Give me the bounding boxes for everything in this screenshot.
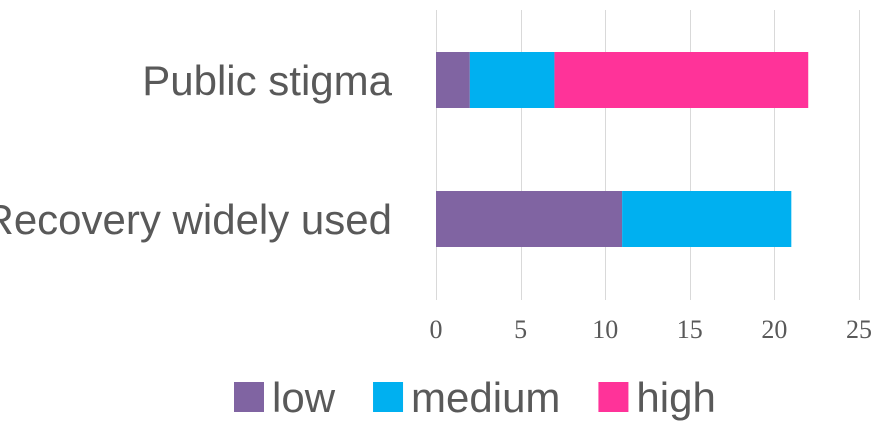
legend-swatch-low (234, 382, 264, 412)
bar-low-1 (436, 52, 470, 108)
legend-label-low: low (272, 374, 336, 421)
legend-swatch-medium (373, 382, 404, 412)
category-label-1: Public stigma (142, 57, 392, 104)
bar-medium-1 (469, 52, 555, 108)
legend-label-high: high (636, 374, 715, 421)
bars (436, 52, 809, 247)
category-label-2: Recovery widely used (0, 196, 392, 243)
x-tick-label-5: 5 (514, 315, 527, 344)
category-labels: Public stigma Recovery widely used (0, 57, 393, 243)
x-tick-labels: 0 5 10 15 20 25 (430, 315, 873, 344)
legend-label-medium: medium (411, 374, 560, 421)
x-tick-label-10: 10 (592, 315, 618, 344)
x-tick-label-15: 15 (677, 315, 703, 344)
x-tick-label-25: 25 (846, 315, 872, 344)
x-tick-label-0: 0 (430, 315, 443, 344)
legend: low medium high (234, 374, 716, 421)
bar-low-2 (436, 191, 623, 247)
x-tick-label-20: 20 (761, 315, 787, 344)
bar-medium-2 (622, 191, 792, 247)
legend-swatch-high (598, 382, 629, 412)
bar-high-1 (554, 52, 809, 108)
